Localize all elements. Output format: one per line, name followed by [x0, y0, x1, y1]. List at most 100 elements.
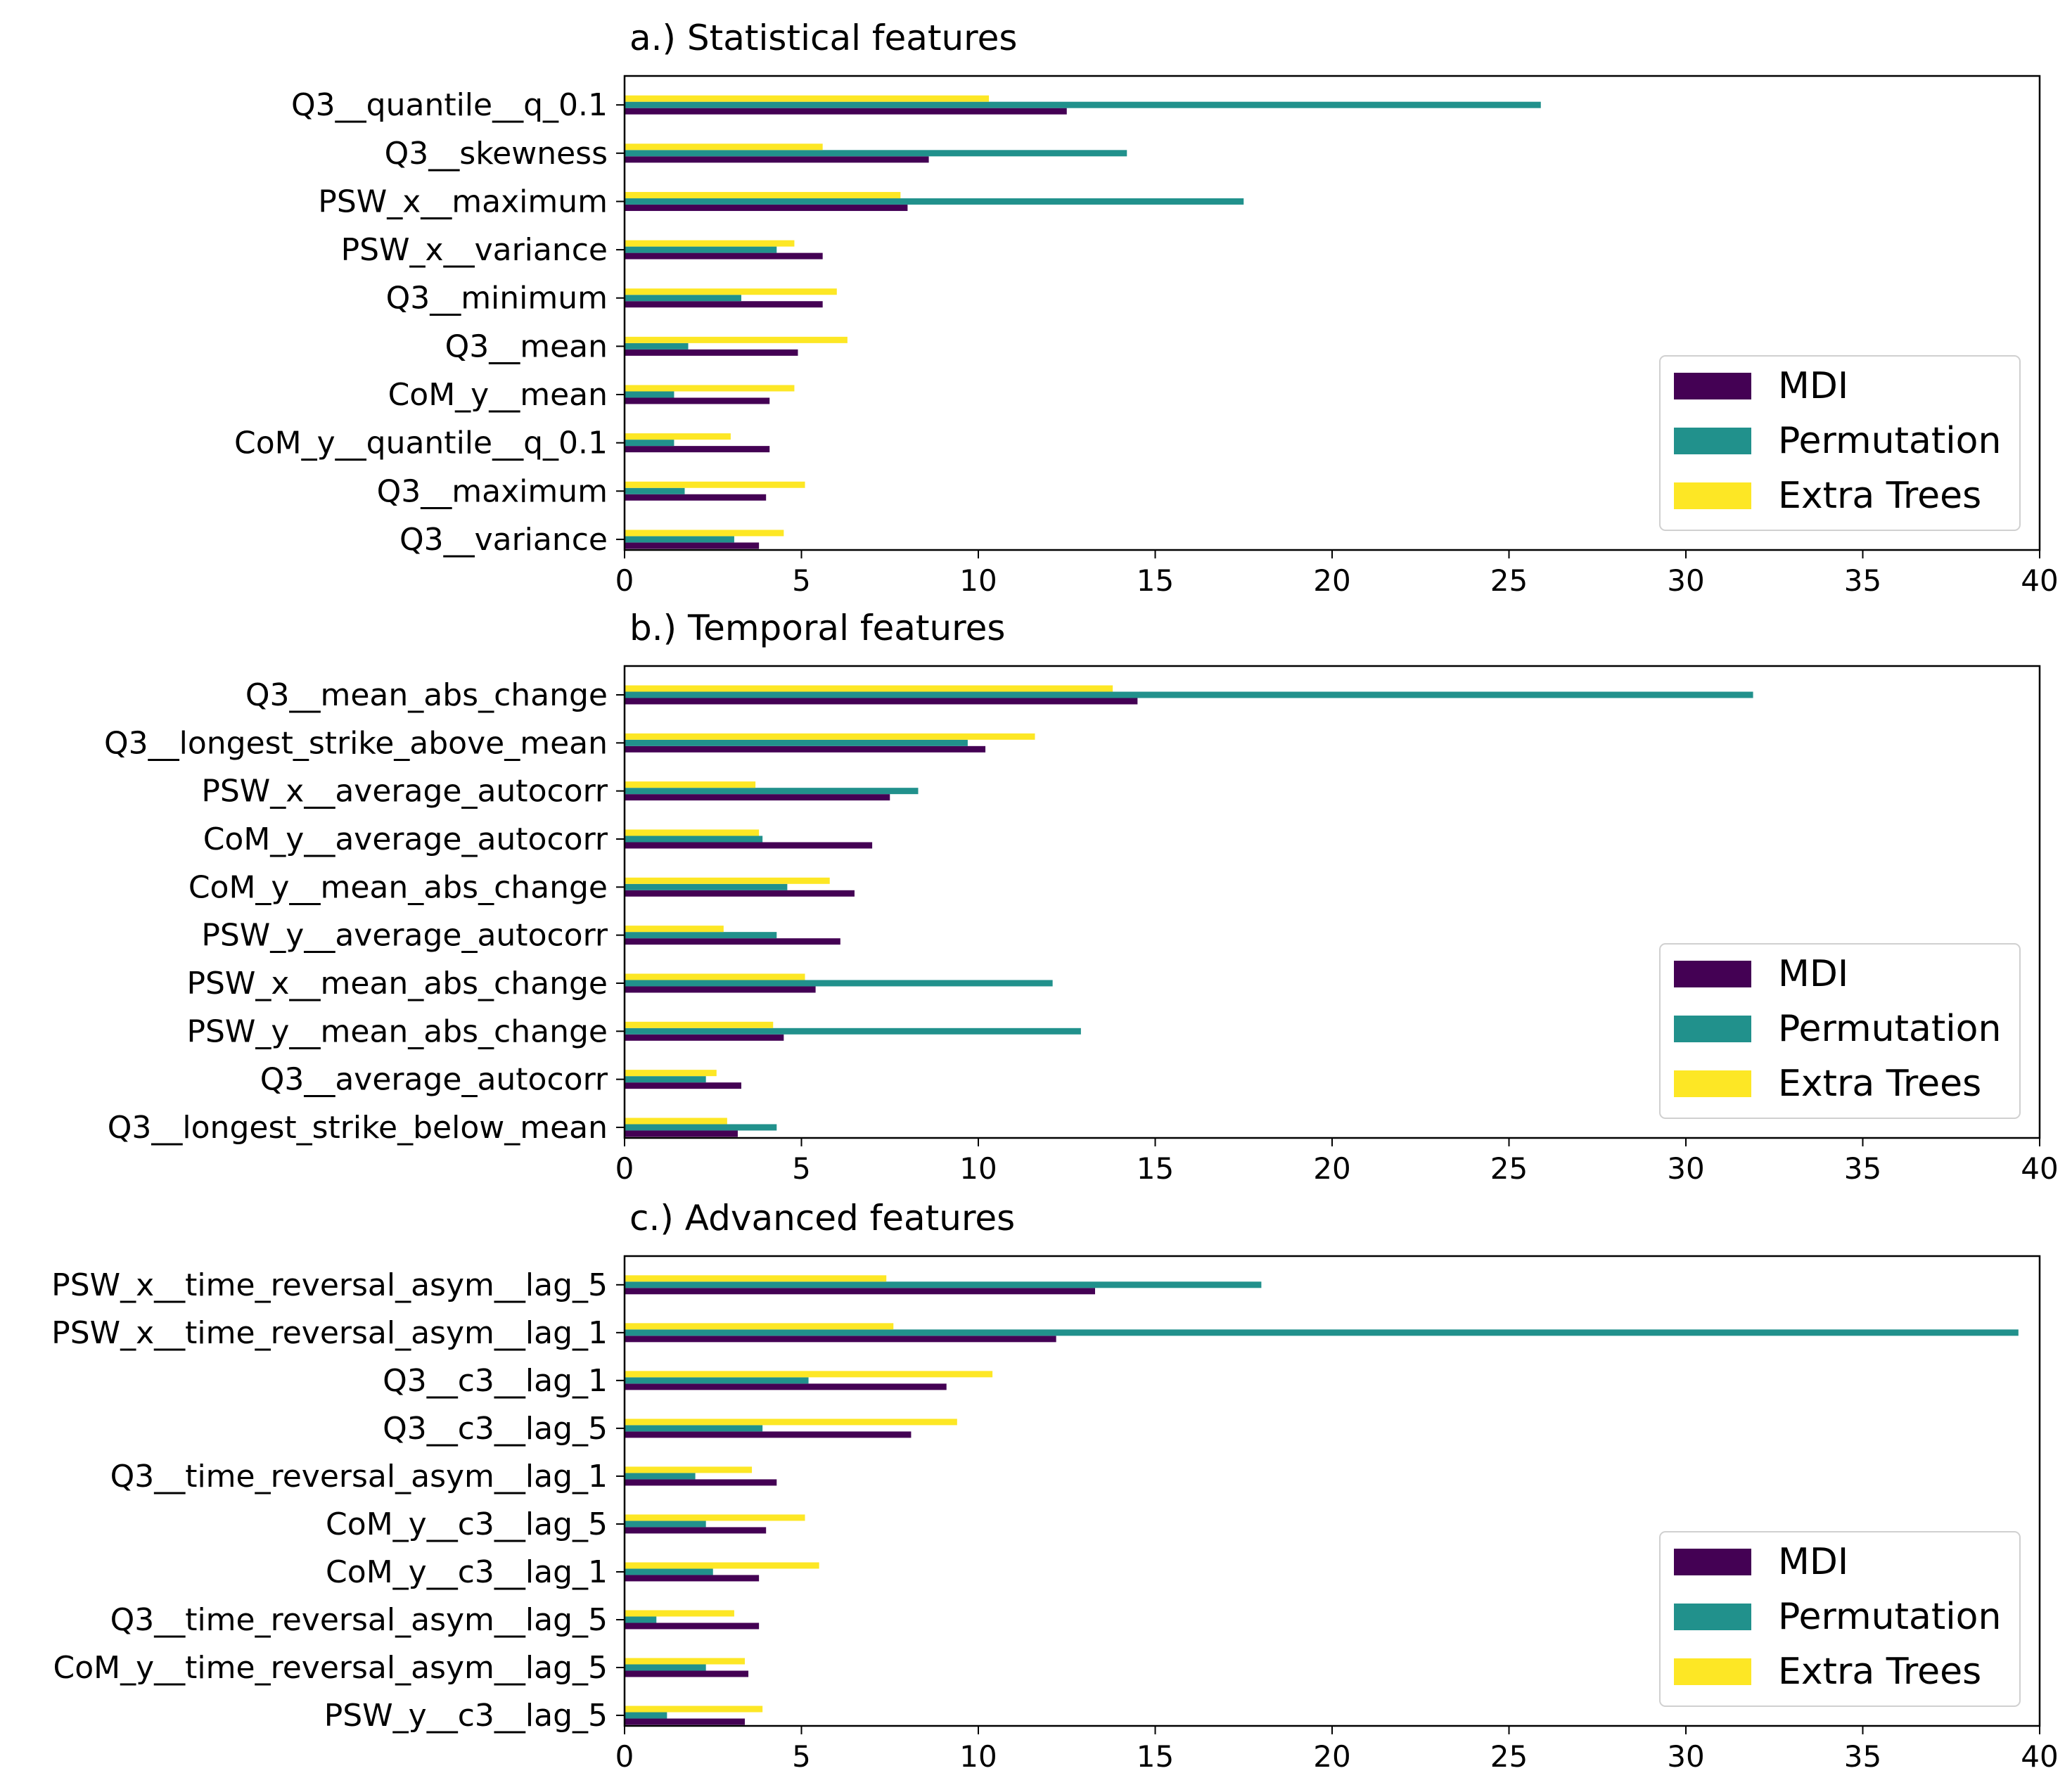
x-tick-label: 20: [1313, 1151, 1350, 1186]
y-tick-label: Q3__time_reversal_asym__lag_5: [110, 1602, 608, 1638]
x-tick-label: 15: [1137, 563, 1174, 598]
bar-extra-trees: [625, 1705, 763, 1713]
legend-swatch: [1674, 482, 1751, 509]
bar-permutation: [625, 691, 1753, 698]
bar-permutation: [625, 487, 685, 494]
legend-swatch: [1674, 373, 1751, 399]
bar-extra-trees: [625, 1070, 717, 1077]
y-tick-label: CoM_y__average_autocorr: [203, 821, 608, 857]
x-tick-label: 20: [1313, 1739, 1350, 1774]
y-tick-label: Q3__time_reversal_asym__lag_1: [110, 1459, 608, 1495]
bar-permutation: [625, 1664, 706, 1671]
bar-permutation: [625, 440, 674, 447]
bar-mdi: [625, 698, 1138, 705]
legend-swatch: [1674, 1549, 1751, 1575]
x-tick-label: 0: [615, 1151, 634, 1186]
bar-mdi: [625, 1082, 741, 1089]
bar-permutation: [625, 101, 1541, 108]
bar-mdi: [625, 252, 823, 260]
bar-extra-trees: [625, 1610, 734, 1617]
chart-title: c.) Advanced features: [629, 1198, 1015, 1239]
chart-temporal: b.) Temporal features Q3__mean_abs_change…: [104, 608, 2059, 1186]
x-tick-label: 0: [615, 1739, 634, 1774]
bar-extra-trees: [625, 733, 1035, 740]
legend-label: Extra Trees: [1778, 1063, 1981, 1105]
bar-mdi: [625, 986, 816, 993]
bar-permutation: [625, 150, 1127, 157]
bar-extra-trees: [625, 1658, 746, 1665]
x-tick-label: 10: [959, 1151, 997, 1186]
bar-mdi: [625, 1670, 749, 1677]
bar-extra-trees: [625, 1562, 819, 1569]
bar-extra-trees: [625, 926, 724, 933]
chart-statistical: a.) Statistical features Q3__quantile__q_…: [234, 18, 2059, 598]
bar-permutation: [625, 836, 763, 843]
bar-extra-trees: [625, 95, 990, 102]
x-tick-label: 25: [1490, 1739, 1528, 1774]
bar-extra-trees: [625, 1275, 887, 1282]
bar-extra-trees: [625, 385, 795, 392]
legend: MDI Permutation Extra Trees: [1659, 355, 2021, 531]
bar-permutation: [625, 1712, 667, 1719]
y-tick-label: Q3__longest_strike_above_mean: [104, 725, 608, 761]
y-tick-label: Q3__variance: [399, 522, 608, 558]
x-tick-label: 35: [1844, 1739, 1881, 1774]
legend-label: Permutation: [1778, 420, 2001, 462]
bar-mdi: [625, 108, 1067, 115]
legend-label: MDI: [1778, 953, 1848, 995]
bar-mdi: [625, 1718, 746, 1725]
x-tick-label: 5: [792, 1739, 811, 1774]
bar-extra-trees: [625, 1514, 805, 1521]
bar-extra-trees: [625, 1118, 727, 1125]
bar-extra-trees: [625, 829, 760, 836]
bar-extra-trees: [625, 288, 837, 295]
bar-extra-trees: [625, 1323, 894, 1330]
legend-label: MDI: [1778, 1541, 1848, 1583]
bar-permutation: [625, 1473, 696, 1480]
bar-extra-trees: [625, 1466, 753, 1473]
bar-mdi: [625, 446, 770, 453]
bar-mdi: [625, 1034, 784, 1041]
x-tick-label: 10: [959, 1739, 997, 1774]
bar-mdi: [625, 1623, 760, 1630]
bar-extra-trees: [625, 1419, 957, 1426]
bar-permutation: [625, 198, 1244, 205]
bar-extra-trees: [625, 685, 1113, 692]
bar-mdi: [625, 1288, 1095, 1295]
bar-extra-trees: [625, 240, 795, 247]
x-tick-label: 10: [959, 563, 997, 598]
y-tick-label: PSW_x__maximum: [318, 184, 608, 219]
y-tick-label: PSW_y__average_autocorr: [201, 918, 608, 954]
bar-permutation: [625, 739, 968, 746]
bar-mdi: [625, 397, 770, 404]
x-tick-label: 35: [1844, 563, 1881, 598]
x-tick-label: 30: [1667, 1151, 1704, 1186]
y-tick-label: CoM_y__c3__lag_5: [326, 1506, 608, 1542]
bar-mdi: [625, 542, 760, 549]
legend-swatch: [1674, 1016, 1751, 1042]
x-tick-label: 30: [1667, 1739, 1704, 1774]
bar-permutation: [625, 788, 919, 795]
bar-extra-trees: [625, 973, 805, 980]
y-tick-label: PSW_x__average_autocorr: [201, 774, 608, 809]
bar-mdi: [625, 204, 908, 211]
x-tick-label: 40: [2021, 1739, 2058, 1774]
y-tick-label: Q3__longest_strike_below_mean: [108, 1110, 608, 1146]
bar-extra-trees: [625, 781, 756, 788]
bar-permutation: [625, 246, 777, 253]
y-tick-label: PSW_y__c3__lag_5: [324, 1698, 608, 1734]
bar-mdi: [625, 156, 929, 163]
x-tick-label: 20: [1313, 563, 1350, 598]
bar-mdi: [625, 938, 840, 945]
bar-permutation: [625, 1616, 657, 1623]
bar-mdi: [625, 890, 855, 897]
bar-permutation: [625, 883, 788, 890]
y-tick-label: PSW_x__time_reversal_asym__lag_1: [51, 1315, 608, 1351]
y-tick-label: CoM_y__mean_abs_change: [188, 869, 608, 905]
x-tick-label: 35: [1844, 1151, 1881, 1186]
legend-label: Permutation: [1778, 1008, 2001, 1050]
legend-swatch: [1674, 1658, 1751, 1685]
y-tick-label: PSW_x__variance: [341, 232, 608, 268]
bar-permutation: [625, 295, 741, 302]
bar-mdi: [625, 1479, 777, 1486]
